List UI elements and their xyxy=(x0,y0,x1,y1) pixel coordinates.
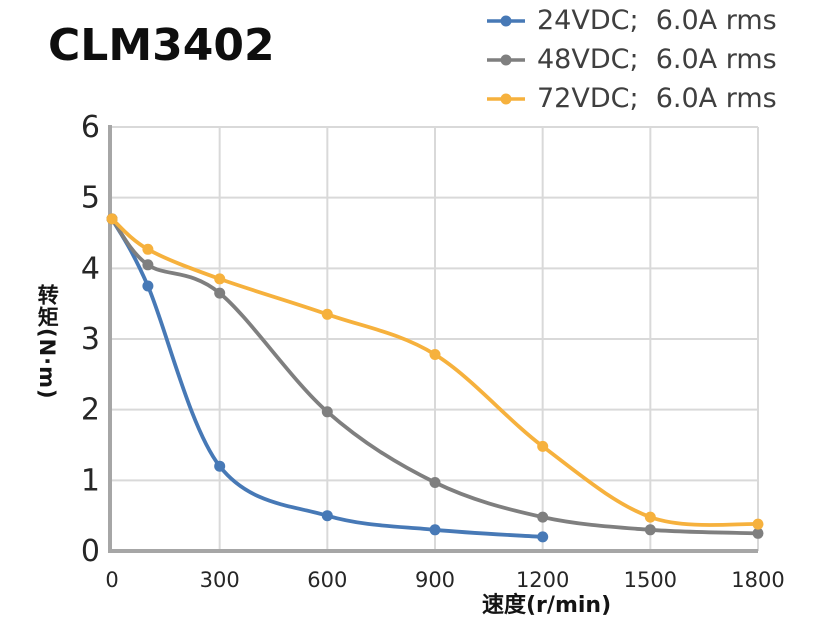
series-line xyxy=(110,217,760,527)
x-axis-title: 速度(r/min) xyxy=(482,593,612,618)
data-point-marker xyxy=(644,524,656,536)
y-axis-title: 转矩(N·m) xyxy=(35,284,60,400)
legend-label: 48VDC; 6.0A rms xyxy=(537,44,777,75)
data-point-marker xyxy=(429,349,441,360)
data-point-marker xyxy=(537,511,549,523)
data-point-marker xyxy=(214,287,226,299)
line-marker-icon xyxy=(487,54,525,65)
x-tick-label: 900 xyxy=(415,568,455,592)
x-tick-label: 0 xyxy=(105,568,118,592)
data-point-marker xyxy=(321,406,333,418)
x-tick-label: 1500 xyxy=(624,568,677,592)
legend-item: 48VDC; 6.0A rms xyxy=(487,40,777,79)
legend: 24VDC; 6.0A rms 48VDC; 6.0A rms 72VDC; 6… xyxy=(487,1,777,118)
data-point-marker xyxy=(142,243,154,255)
data-point-marker xyxy=(429,524,441,536)
x-tick-label: 600 xyxy=(307,568,347,592)
series-line xyxy=(110,217,760,536)
data-point-marker xyxy=(644,511,656,523)
y-tick-label: 6 xyxy=(81,110,100,145)
y-tick-label: 0 xyxy=(81,534,100,569)
data-point-marker xyxy=(537,531,549,543)
legend-item: 72VDC; 6.0A rms xyxy=(487,79,777,118)
data-point-marker xyxy=(106,213,118,225)
data-point-marker xyxy=(321,308,333,320)
series-1 xyxy=(106,213,549,543)
y-tick-label: 1 xyxy=(81,463,100,498)
series-2 xyxy=(106,213,764,539)
line-marker-icon xyxy=(487,15,525,26)
legend-label: 24VDC; 6.0A rms xyxy=(537,5,777,36)
legend-item: 24VDC; 6.0A rms xyxy=(487,1,777,40)
series-3 xyxy=(106,213,764,530)
data-point-marker xyxy=(321,510,333,522)
data-point-marker xyxy=(142,280,154,292)
y-tick-label: 4 xyxy=(81,251,100,286)
line-marker-icon xyxy=(487,93,525,104)
tick-labels: 0 300 600 900 1200 1500 1800 0 1 2 3 4 5 6 xyxy=(81,110,785,592)
axis-lines xyxy=(108,125,758,553)
x-tick-label: 1800 xyxy=(731,568,784,592)
y-tick-label: 2 xyxy=(81,393,100,428)
data-point-marker xyxy=(214,460,226,472)
y-tick-label: 5 xyxy=(81,181,100,216)
x-tick-label: 1200 xyxy=(516,568,569,592)
x-tick-label: 300 xyxy=(200,568,240,592)
data-point-marker xyxy=(142,259,154,271)
data-point-marker xyxy=(429,477,441,488)
data-point-marker xyxy=(752,527,764,539)
page-title: CLM3402 xyxy=(48,20,275,71)
data-point-marker xyxy=(537,440,549,452)
y-tick-label: 3 xyxy=(81,322,100,357)
legend-label: 72VDC; 6.0A rms xyxy=(537,83,777,114)
data-point-marker xyxy=(214,273,226,285)
data-point-marker xyxy=(752,518,764,530)
